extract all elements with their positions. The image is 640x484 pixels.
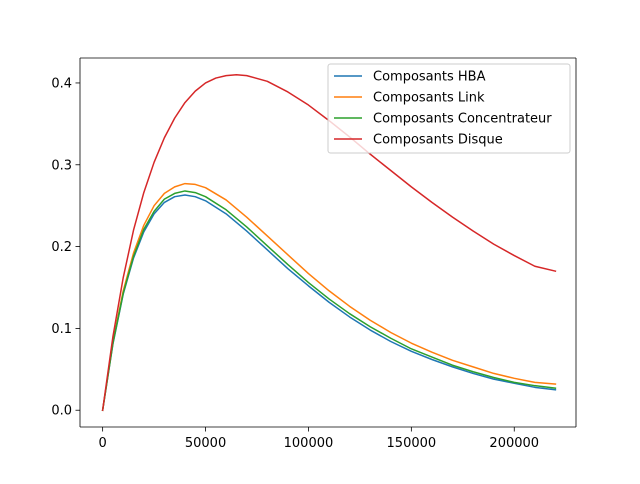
axes: 0 50000 100000 150000 200000 0.0 0.1 0.2 0.3 0.4 bbox=[51, 57, 577, 451]
y-tick-label: 0.0 bbox=[51, 404, 72, 419]
y-tick-label: 0.1 bbox=[51, 322, 72, 337]
series-line-1 bbox=[101, 194, 557, 412]
legend-label-3: Composants Concentrateur bbox=[373, 112, 552, 127]
legend-label-2: Composants Link bbox=[373, 91, 485, 106]
y-tick-label: 0.4 bbox=[51, 76, 72, 91]
x-tick-label: 100000 bbox=[284, 436, 334, 451]
legend: Composants HBA Composants Link Composants … bbox=[327, 63, 571, 154]
legend-label-1: Composants HBA bbox=[373, 70, 486, 85]
x-tick-label: 150000 bbox=[387, 436, 437, 451]
series-line-4 bbox=[101, 74, 557, 412]
legend-label-4: Composants Disque bbox=[373, 133, 503, 148]
x-tick-label: 0 bbox=[98, 436, 106, 451]
series-line-2 bbox=[101, 182, 557, 412]
legend-box bbox=[327, 63, 571, 154]
y-tick-label: 0.2 bbox=[51, 240, 72, 255]
series-line-3 bbox=[101, 190, 557, 412]
x-tick-label: 50000 bbox=[185, 436, 226, 451]
y-tick-label: 0.3 bbox=[51, 158, 72, 173]
x-tick-label: 200000 bbox=[489, 436, 539, 451]
